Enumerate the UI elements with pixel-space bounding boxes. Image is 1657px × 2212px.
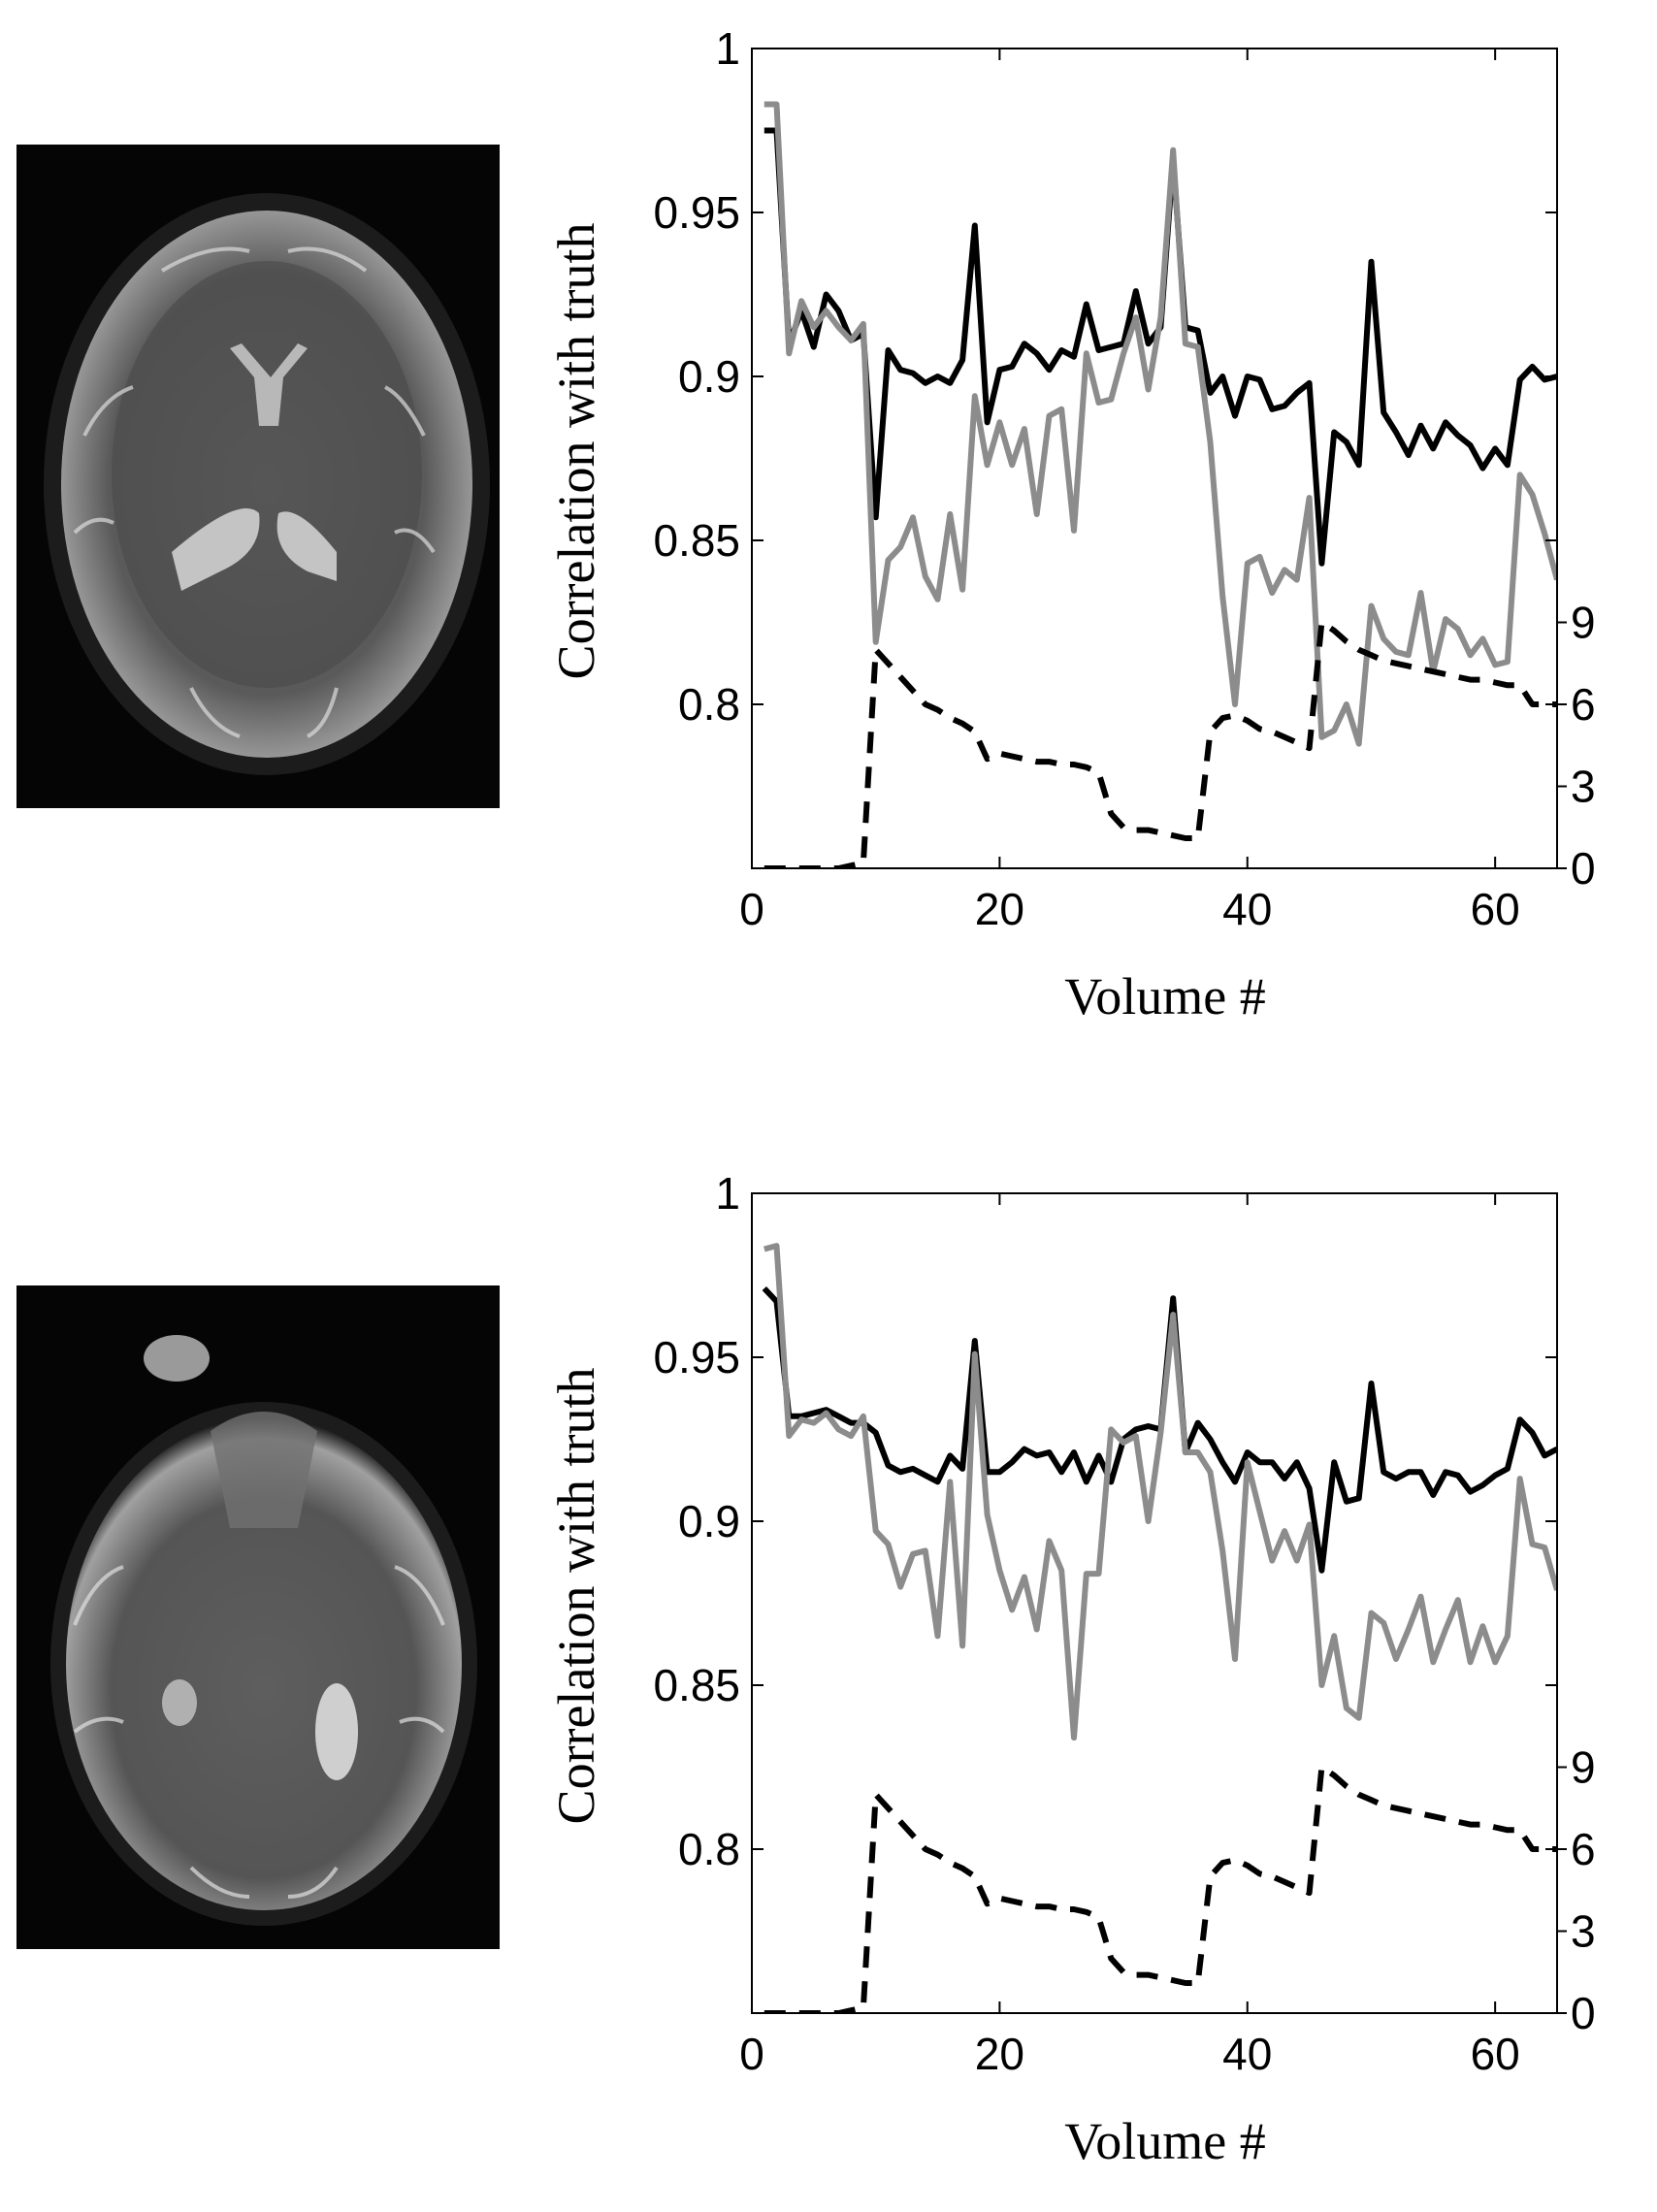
x-tick-label: 20 xyxy=(975,884,1024,934)
plot-frame xyxy=(751,48,1558,869)
brain-scan-image xyxy=(16,145,500,808)
x-tick-label: 20 xyxy=(975,2029,1024,2079)
y2-tick-label: 6 xyxy=(1571,679,1596,730)
x-tick-label: 40 xyxy=(1222,2029,1272,2079)
chart-svg: Correlation with truth Volume # 0 20 40 600… xyxy=(547,1168,1596,2170)
y-tick-label: 0.9 xyxy=(678,351,740,402)
series-line-1 xyxy=(764,1243,1557,1741)
y-tick-label: 0.85 xyxy=(653,1660,740,1710)
y-tick-label: 1 xyxy=(715,23,740,74)
correlation-chart: Correlation with truth Volume # 0 20 40 60 0… xyxy=(485,1145,1657,2212)
series-line-2 xyxy=(764,619,1557,868)
y-tick-label: 0.8 xyxy=(678,1824,740,1874)
y-axis-label: Correlation with truth xyxy=(547,223,605,680)
y-tick-label: 0.8 xyxy=(678,679,740,730)
series-line-0 xyxy=(764,127,1557,567)
y2-tick-label: 9 xyxy=(1571,1742,1596,1793)
x-tick-label: 60 xyxy=(1471,884,1520,934)
x-tick-label: 60 xyxy=(1471,2029,1520,2079)
y-tick-label: 0.85 xyxy=(653,515,740,566)
y-tick-label: 0.9 xyxy=(678,1496,740,1546)
brain-scan-image xyxy=(16,1285,500,1949)
y2-tick-label: 3 xyxy=(1571,762,1596,812)
x-axis-label: Volume # xyxy=(1064,967,1266,1025)
y2-tick-label: 0 xyxy=(1571,1988,1596,2038)
chart-svg: Correlation with truth Volume # 0 20 40 600… xyxy=(547,23,1596,1025)
y-axis-label: Correlation with truth xyxy=(547,1368,605,1825)
y-tick-label: 0.95 xyxy=(653,1332,740,1382)
series-line-2 xyxy=(764,1764,1557,2013)
y2-tick-label: 3 xyxy=(1571,1906,1596,1957)
y-tick-label: 1 xyxy=(715,1168,740,1219)
x-tick-label: 0 xyxy=(739,2029,764,2079)
correlation-chart: Correlation with truth Volume # 0 20 40 60 0… xyxy=(485,0,1657,1067)
x-tick-label: 40 xyxy=(1222,884,1272,934)
plot-frame xyxy=(751,1192,1558,2014)
y2-tick-label: 0 xyxy=(1571,843,1596,894)
x-tick-label: 0 xyxy=(739,884,764,934)
x-axis-label: Volume # xyxy=(1064,2112,1266,2170)
series-line-1 xyxy=(764,101,1557,747)
y2-tick-label: 6 xyxy=(1571,1824,1596,1874)
y-tick-label: 0.95 xyxy=(653,187,740,238)
y2-tick-label: 9 xyxy=(1571,598,1596,648)
